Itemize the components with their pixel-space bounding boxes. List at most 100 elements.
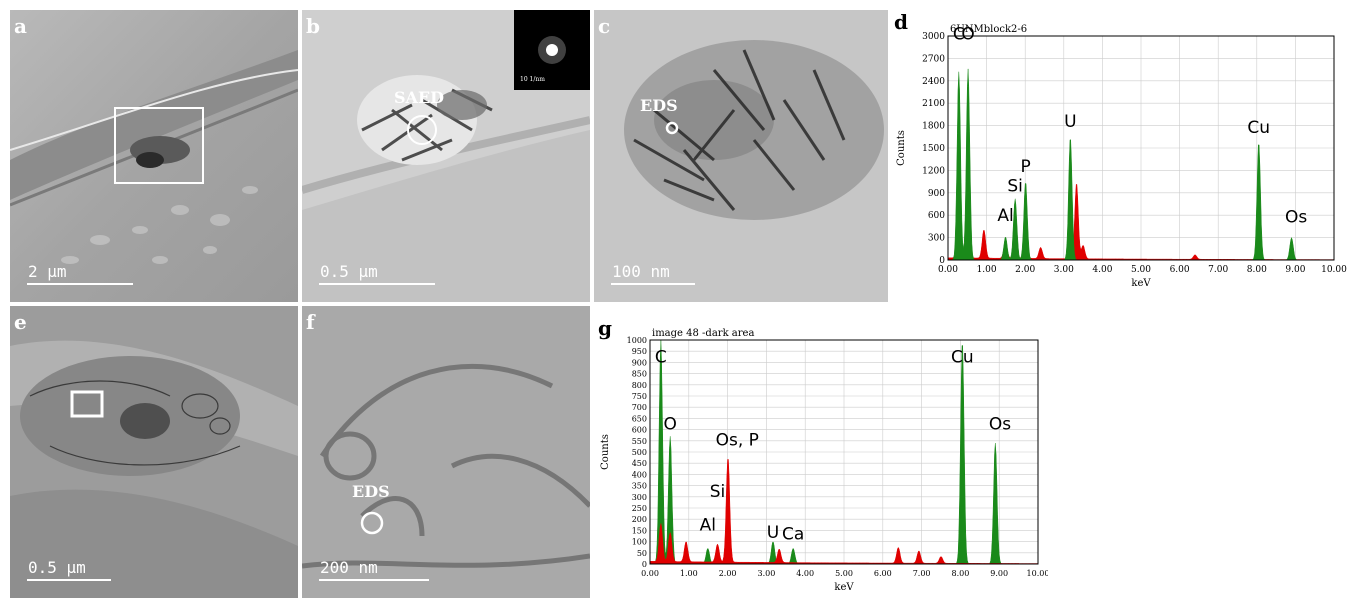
- tem-image-b: [302, 10, 590, 302]
- y-tick-label: 300: [632, 493, 647, 502]
- y-tick-label: 450: [632, 459, 647, 468]
- x-tick-label: 8.00: [951, 569, 969, 578]
- saed-annotation: SAED: [394, 88, 445, 107]
- eds-circle: [360, 511, 384, 535]
- peak-label: Os: [989, 415, 1011, 435]
- y-tick-label: 150: [632, 526, 647, 535]
- x-tick-label: 1.00: [977, 265, 997, 275]
- peak-label: Ca: [782, 524, 804, 544]
- y-tick-label: 900: [632, 358, 647, 367]
- y-axis-label: Counts: [600, 434, 611, 470]
- spectrum-title: image 48 -dark area: [652, 328, 754, 339]
- peak-label: Al: [997, 206, 1013, 226]
- y-tick-label: 550: [632, 437, 647, 446]
- peak-label: Cu: [1247, 118, 1270, 138]
- tem-image-f: [302, 306, 590, 598]
- y-axis-label: Counts: [896, 130, 907, 166]
- x-tick-label: 3.00: [757, 569, 775, 578]
- tem-panel-a: a 2 μm: [10, 10, 298, 302]
- y-tick-label: 500: [632, 448, 647, 457]
- tem-image-c: [594, 10, 888, 302]
- y-tick-label: 750: [632, 392, 647, 401]
- peak-label: C: [655, 347, 667, 367]
- inset-scale-label: 10 1/nm: [520, 76, 545, 83]
- y-tick-label: 600: [632, 426, 647, 435]
- scale-bar-label: 2 μm: [28, 262, 67, 281]
- tem-panel-b: b SAED 10 1/nm 0.5 μm: [302, 10, 590, 302]
- peak-label: Si: [710, 482, 726, 502]
- peak-label: Os, P: [716, 430, 759, 450]
- x-tick-label: 1.00: [680, 569, 698, 578]
- x-tick-label: 7.00: [1208, 265, 1228, 275]
- y-tick-label: 2700: [922, 54, 945, 64]
- peak-label: Si: [1007, 176, 1023, 196]
- x-tick-label: 0.00: [938, 265, 958, 275]
- peak-label: U: [767, 523, 779, 543]
- y-tick-label: 1200: [922, 166, 945, 176]
- scale-bar-label: 0.5 μm: [320, 262, 378, 281]
- panel-label-g: g: [598, 316, 612, 340]
- y-tick-label: 700: [632, 403, 647, 412]
- tem-image-a: [10, 10, 298, 302]
- tem-image-e: [10, 306, 298, 598]
- x-tick-label: 5.00: [1131, 265, 1151, 275]
- peak-label: U: [1064, 112, 1076, 132]
- scale-bar-label: 100 nm: [612, 262, 670, 281]
- x-tick-label: 4.00: [1092, 265, 1112, 275]
- peak-label: Os: [1285, 208, 1307, 228]
- spectrum-series-red: [649, 459, 1039, 565]
- y-tick-label: 350: [632, 482, 647, 491]
- eds-annotation: EDS: [640, 96, 678, 115]
- x-tick-label: 0.00: [641, 569, 659, 578]
- spectrum-title: 6UNMblock2-6: [950, 24, 1027, 35]
- tem-panel-e: e 0.5 μm: [10, 306, 298, 598]
- eds-spectrum-g-svg: image 48 -dark area 0 50 100 150 200 250 300 350…: [600, 328, 1049, 593]
- x-tick-label: 2.00: [719, 569, 737, 578]
- region-box: [114, 107, 204, 184]
- peak-label: C: [953, 25, 965, 45]
- x-tick-label: 6.00: [874, 569, 892, 578]
- y-tick-label: 3000: [922, 32, 945, 42]
- peak-label: P: [1020, 157, 1030, 177]
- region-box: [70, 390, 104, 418]
- scale-bar-label: 0.5 μm: [28, 558, 86, 577]
- panel-label-b: b: [306, 14, 320, 38]
- eds-circle: [665, 121, 679, 135]
- eds-spectrum-d: 6UNMblock2-6 0 300 600 900 1200 1500 1800 2100 24…: [894, 22, 1348, 308]
- x-tick-label: 8.00: [1247, 265, 1267, 275]
- y-tick-label: 950: [632, 347, 647, 356]
- saed-circle: [407, 115, 437, 145]
- plot-frame: [947, 35, 1335, 261]
- x-tick-label: 4.00: [796, 569, 814, 578]
- panel-label-f: f: [306, 310, 315, 334]
- y-tick-label: 900: [928, 189, 945, 199]
- x-axis-label: keV: [834, 582, 854, 593]
- plot-frame: [649, 339, 1039, 565]
- peak-label: Al: [700, 515, 716, 535]
- peak-label: Cu: [951, 347, 974, 367]
- x-axis-label: keV: [1131, 278, 1151, 289]
- y-tick-label: 650: [632, 414, 647, 423]
- scale-bar-label: 200 nm: [320, 558, 378, 577]
- tem-panel-f: f EDS 200 nm: [302, 306, 590, 598]
- y-tick-label: 0: [642, 560, 647, 569]
- peak-label: O: [961, 25, 974, 45]
- x-tick-label: 9.00: [990, 569, 1008, 578]
- eds-annotation: EDS: [352, 482, 390, 501]
- peak-label: O: [663, 415, 676, 435]
- panel-label-e: e: [14, 310, 27, 334]
- y-tick-label: 50: [637, 549, 647, 558]
- y-tick-label: 400: [632, 470, 647, 479]
- x-tick-label: 7.00: [913, 569, 931, 578]
- tem-panel-c: c EDS 100 nm: [594, 10, 888, 302]
- y-tick-label: 1800: [922, 122, 945, 132]
- x-tick-label: 3.00: [1054, 265, 1074, 275]
- eds-spectrum-d-svg: 6UNMblock2-6 0 300 600 900 1200 1500 1800 2100 24…: [896, 24, 1347, 289]
- panel-label-d: d: [894, 10, 908, 34]
- x-tick-label: 10.00: [1027, 569, 1048, 578]
- x-tick-label: 2.00: [1015, 265, 1035, 275]
- x-tick-label: 5.00: [835, 569, 853, 578]
- panel-label-c: c: [598, 14, 611, 38]
- y-tick-label: 2100: [922, 99, 945, 109]
- x-tick-label: 6.00: [1170, 265, 1190, 275]
